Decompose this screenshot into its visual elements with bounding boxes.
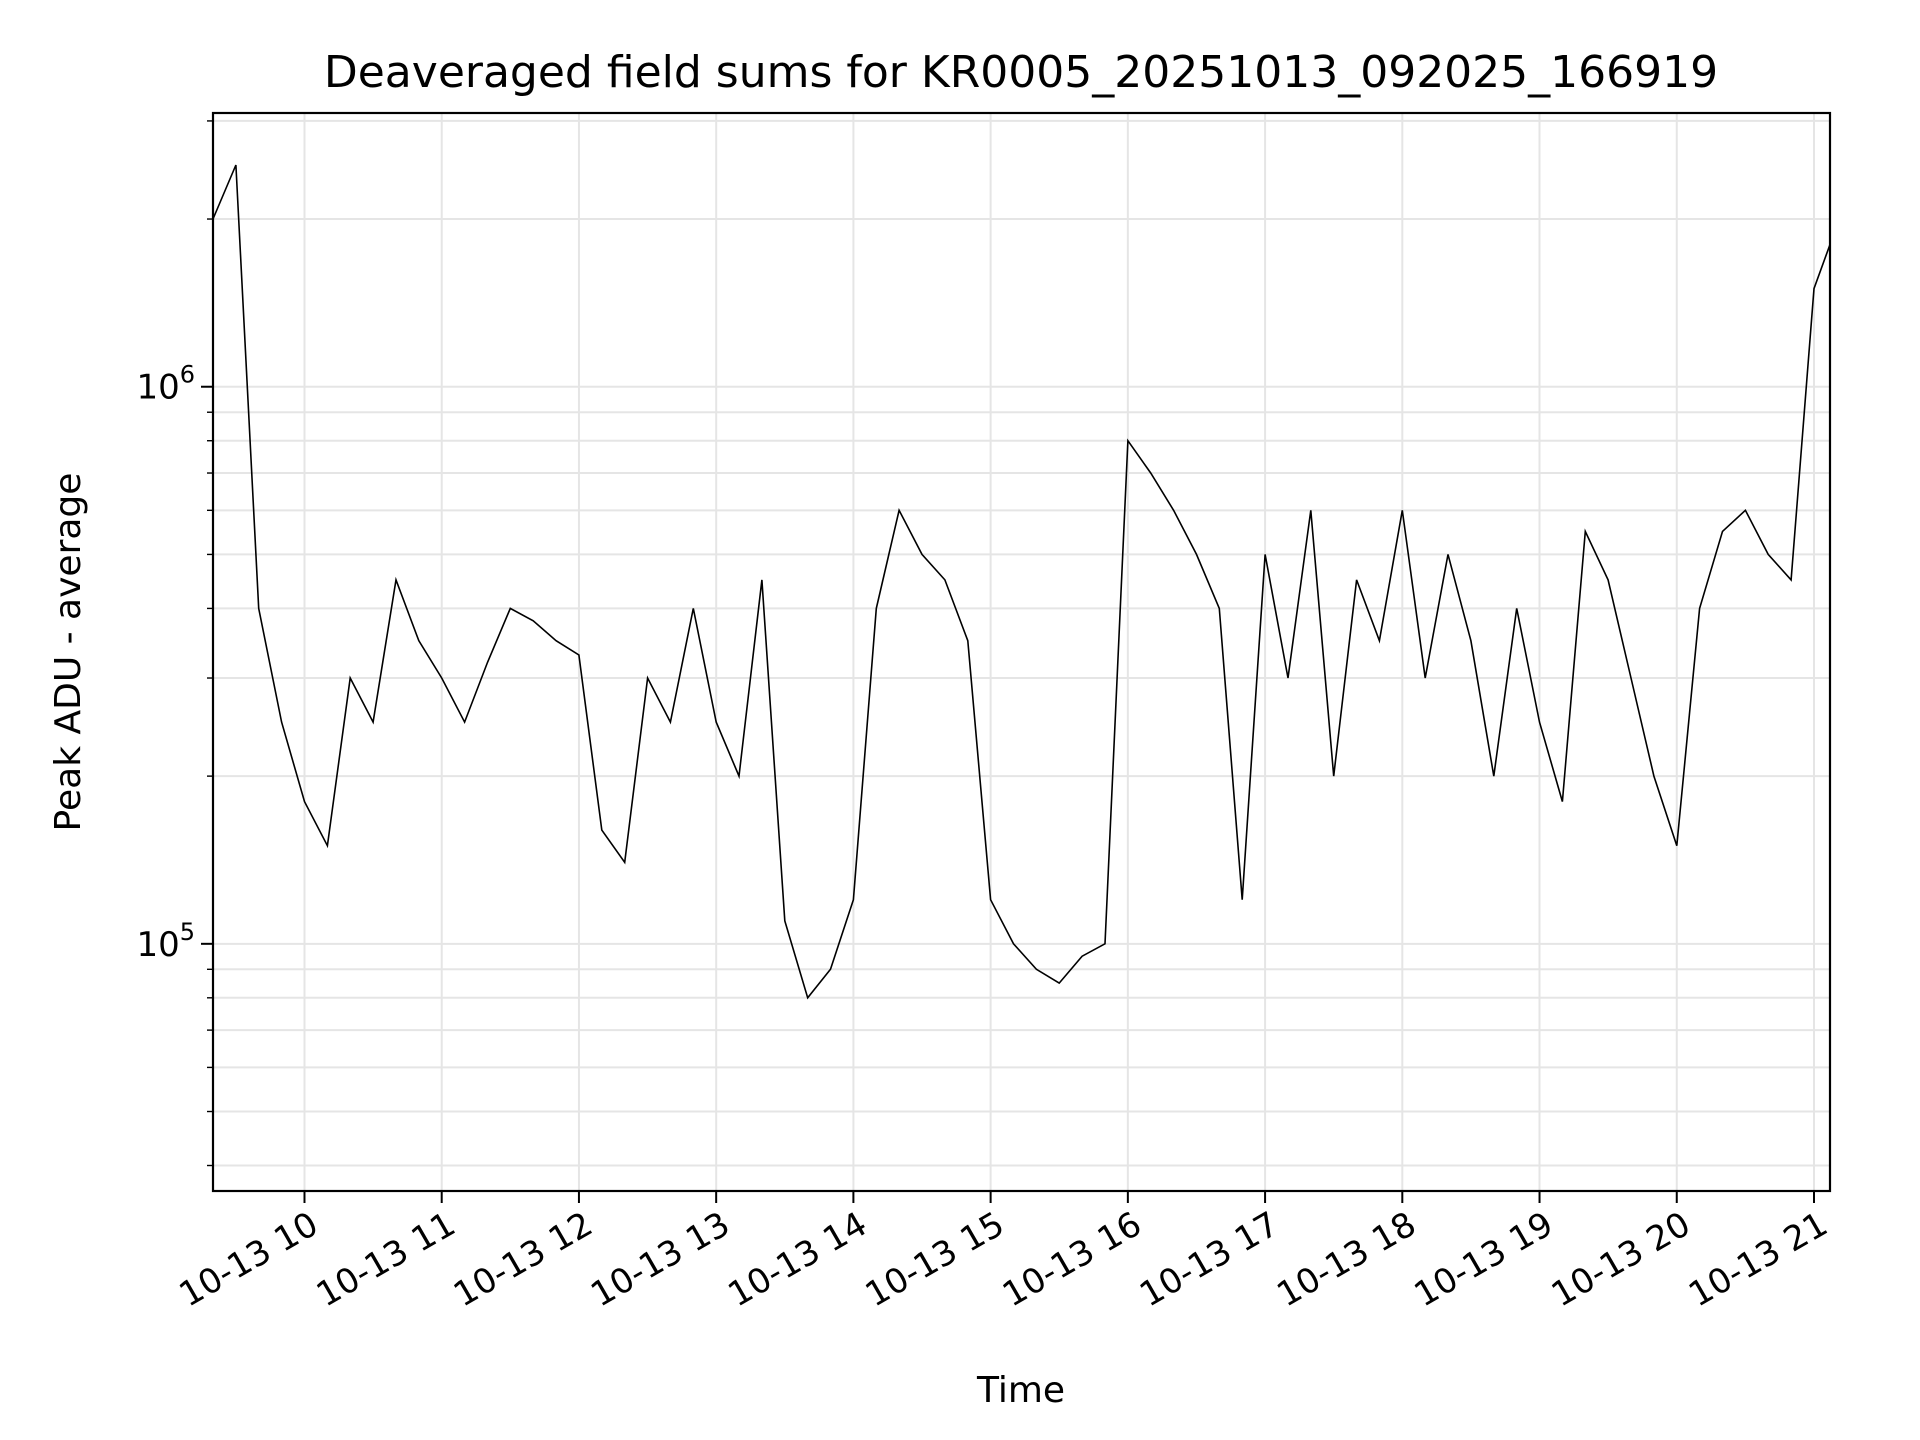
x-tick-label: 10-13 15 [859, 1204, 1011, 1315]
x-tick-label: 10-13 17 [1133, 1204, 1285, 1315]
x-tick-label: 10-13 12 [447, 1204, 599, 1315]
plot-frame [211, 111, 1832, 1193]
series-line [212, 164, 1831, 1000]
y-tick-label: 106 [136, 361, 195, 408]
x-tick-label: 10-13 13 [584, 1204, 736, 1315]
x-tick-label: 10-13 19 [1408, 1204, 1560, 1315]
grid-lines [213, 113, 1830, 1191]
y-tick-label: 105 [136, 918, 195, 965]
x-tick-label: 10-13 16 [996, 1204, 1148, 1315]
y-axis-label: Peak ADU - average [48, 473, 89, 832]
x-tick-label: 10-13 11 [310, 1204, 462, 1315]
y-axis: 105 106 [136, 120, 213, 1167]
chart-title: Deaveraged field sums for KR0005_2025101… [324, 47, 1718, 98]
x-tick-label: 10-13 10 [173, 1204, 325, 1315]
x-tick-label: 10-13 21 [1682, 1204, 1834, 1315]
x-axis-label: Time [976, 1370, 1065, 1411]
x-tick-label: 10-13 18 [1270, 1204, 1422, 1315]
x-tick-label: 10-13 14 [722, 1204, 874, 1315]
x-tick-label: 10-13 20 [1545, 1204, 1697, 1315]
